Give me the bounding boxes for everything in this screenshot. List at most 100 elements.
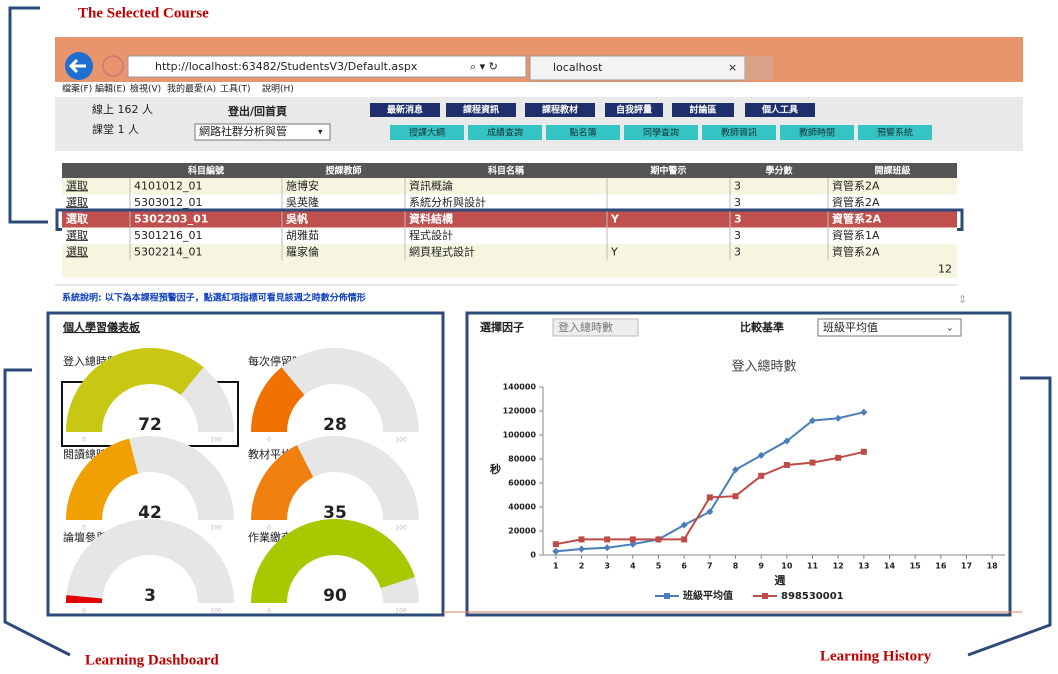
nav-button-label: 個人工具 xyxy=(761,104,798,116)
new-tab[interactable] xyxy=(745,56,773,80)
table-header xyxy=(62,163,957,178)
y-tick-label: 0 xyxy=(530,551,536,560)
menu-item[interactable]: 編輯(E) xyxy=(95,83,126,95)
tab-button[interactable] xyxy=(702,125,776,140)
cell: 3 xyxy=(734,212,742,225)
column-header: 授課教師 xyxy=(325,165,361,177)
tab-button-label: 授課大綱 xyxy=(409,127,445,139)
logout[interactable]: 登出/回首頁 xyxy=(227,104,287,118)
tab-button-label: 預警系統 xyxy=(877,127,913,139)
address-bar[interactable] xyxy=(127,55,527,78)
course-select-text: 網路社群分析與管 xyxy=(199,124,287,138)
tab-button[interactable] xyxy=(390,125,464,140)
table-row[interactable] xyxy=(62,178,957,195)
cell: 資管系2A xyxy=(832,244,880,258)
tab-button[interactable] xyxy=(780,125,854,140)
x-tick-label: 17 xyxy=(961,562,972,571)
menu-item[interactable]: 我的最愛(A) xyxy=(167,83,216,95)
menu-item[interactable]: 檔案(F) xyxy=(62,83,92,95)
point xyxy=(732,466,739,474)
nav-button[interactable] xyxy=(446,103,516,117)
note: 系統說明: 以下為本課程預警因子，點選紅項指標可看見該週之時數分佈情形 xyxy=(62,292,366,304)
cell: 資管系1A xyxy=(832,228,880,242)
class-count: 課堂 1 人 xyxy=(92,122,139,136)
gauge-min: 0 xyxy=(267,525,271,532)
cell: 4101012_01 xyxy=(134,179,203,192)
tab-close[interactable]: × xyxy=(728,61,737,74)
x-tick-label: 8 xyxy=(733,562,739,571)
cell: 資管系2A xyxy=(832,195,880,209)
cell: 吳英隆 xyxy=(286,195,319,209)
cell[interactable]: 選取 xyxy=(66,245,88,258)
tab-button[interactable] xyxy=(468,125,542,140)
tab-button-label: 教師時間 xyxy=(799,127,835,139)
table-row[interactable] xyxy=(62,211,957,228)
baseline-value: 班級平均值 xyxy=(823,321,878,334)
point xyxy=(834,414,842,422)
table-row[interactable] xyxy=(62,227,957,245)
gauge-track xyxy=(251,348,419,432)
cell: 5301216_01 xyxy=(134,229,203,242)
cell: 5303012_01 xyxy=(134,196,203,209)
cell[interactable]: 選取 xyxy=(66,212,88,225)
nav-button-label: 自我評量 xyxy=(616,104,652,116)
menu-item[interactable]: 檢視(V) xyxy=(130,83,161,95)
bracket xyxy=(967,376,1052,657)
cell: 施博安 xyxy=(286,178,319,192)
nav-button[interactable] xyxy=(370,103,440,117)
nav-button-label: 課程資訊 xyxy=(463,104,499,116)
back-icon xyxy=(68,58,86,74)
nav-button[interactable] xyxy=(525,103,595,117)
gauge-value-arc xyxy=(66,348,204,432)
annotation: Learning Dashboard xyxy=(85,652,219,668)
column-header: 科目名稱 xyxy=(488,165,524,177)
cell[interactable]: 選取 xyxy=(66,229,88,242)
table-row[interactable] xyxy=(62,244,957,261)
gauge-min: 0 xyxy=(267,437,271,444)
column-header: 開課班級 xyxy=(874,165,910,177)
cell: 資管系2A xyxy=(832,211,882,225)
tab-button-label: 同學查詢 xyxy=(643,127,679,139)
cell[interactable]: 選取 xyxy=(66,196,88,209)
cell: 資管系2A xyxy=(832,178,880,192)
tab-button[interactable] xyxy=(858,125,932,140)
gauge-value: 3 xyxy=(144,586,156,606)
nav-button[interactable] xyxy=(672,103,734,117)
cell[interactable]: 選取 xyxy=(66,179,88,192)
gauge-value: 72 xyxy=(138,415,162,435)
legend-marker xyxy=(664,593,670,599)
point xyxy=(604,536,611,543)
baseline-select[interactable] xyxy=(817,318,962,337)
point xyxy=(629,540,637,548)
x-tick-label: 3 xyxy=(604,562,610,571)
tab-button-label: 教師資訊 xyxy=(721,127,757,139)
y-tick-label: 20000 xyxy=(508,527,536,536)
gauge-max: 100 xyxy=(395,437,407,444)
course-select[interactable] xyxy=(194,123,331,141)
gauge-value-arc xyxy=(251,367,305,432)
select-arrow: ⌄ xyxy=(946,324,954,334)
x-tick-label: 10 xyxy=(781,562,793,571)
pager[interactable]: 12 xyxy=(938,263,952,276)
menu-item[interactable]: 工具(T) xyxy=(220,84,251,95)
factor-input[interactable] xyxy=(552,318,639,337)
point xyxy=(783,462,790,468)
tab-button[interactable] xyxy=(624,125,698,140)
menu-item[interactable]: 說明(H) xyxy=(262,83,294,95)
nav-button[interactable] xyxy=(745,103,815,117)
column-header: 學分數 xyxy=(765,165,793,177)
x-tick-label: 11 xyxy=(807,562,819,571)
cell: 程式設計 xyxy=(409,228,453,242)
gauge-min: 0 xyxy=(267,608,271,615)
bracket xyxy=(8,6,48,224)
scroll-icon: ⇕ xyxy=(958,293,967,306)
point xyxy=(629,536,636,543)
table-row[interactable] xyxy=(62,194,957,212)
chart-title: 登入總時數 xyxy=(731,359,796,375)
tab-button[interactable] xyxy=(546,125,620,140)
nav-button[interactable] xyxy=(605,103,663,117)
gauge-value-arc xyxy=(66,595,103,603)
gauge-min: 0 xyxy=(82,608,86,615)
gauge-value: 28 xyxy=(323,415,347,435)
forward-button[interactable] xyxy=(102,55,124,77)
